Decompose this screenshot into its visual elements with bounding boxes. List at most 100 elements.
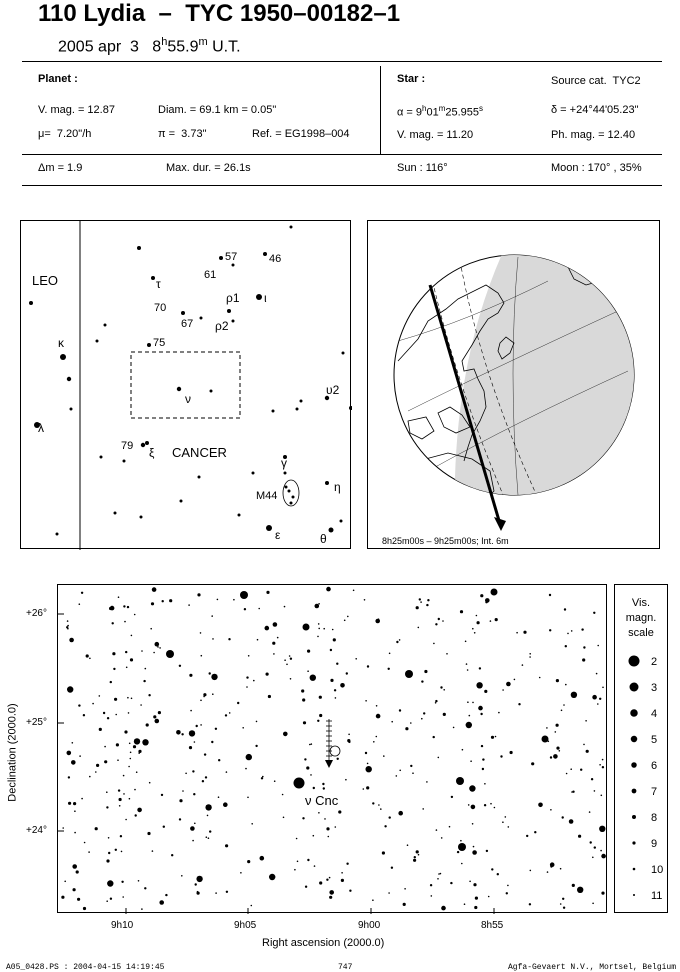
field-star — [162, 825, 165, 828]
field-star — [284, 659, 286, 661]
finder-star — [227, 309, 231, 313]
detail-star-chart-svg: ν Cnc — [58, 586, 606, 914]
field-star — [247, 655, 250, 657]
field-star — [133, 613, 136, 616]
ytick-label-25: +25° — [26, 717, 47, 728]
field-star — [107, 880, 114, 887]
field-star — [402, 902, 406, 906]
field-star — [437, 617, 440, 621]
field-star — [375, 618, 381, 624]
field-star — [104, 760, 108, 764]
field-star — [373, 741, 375, 743]
field-star — [538, 802, 543, 808]
field-star — [332, 638, 336, 642]
field-star — [67, 627, 69, 630]
field-star — [73, 802, 77, 806]
star-photographic-mag: Ph. mag. = 12.40 — [551, 129, 636, 141]
field-star — [478, 705, 483, 711]
field-star — [600, 849, 602, 852]
field-star — [259, 855, 265, 861]
field-star — [211, 673, 218, 681]
field-star — [134, 788, 136, 791]
field-star — [490, 802, 492, 805]
field-star — [461, 748, 464, 751]
finder-star — [122, 459, 126, 463]
field-star — [366, 762, 369, 765]
field-star — [559, 867, 562, 870]
field-star — [364, 751, 368, 755]
field-star — [585, 749, 589, 753]
field-star — [260, 777, 264, 780]
field-star — [199, 632, 202, 634]
field-star — [583, 646, 586, 649]
field-star — [485, 849, 489, 853]
field-star — [480, 594, 484, 598]
field-star — [375, 735, 378, 738]
field-star — [384, 825, 387, 828]
field-star — [132, 745, 137, 749]
field-star — [329, 895, 333, 899]
field-star — [531, 762, 535, 766]
page-title: 110 Lydia – TYC 1950–00182–1 — [38, 0, 401, 27]
field-star — [196, 875, 203, 883]
field-star — [467, 701, 469, 703]
y-axis-label: Declination (2000.0) — [6, 703, 19, 802]
field-star — [555, 723, 559, 727]
field-star — [98, 695, 101, 697]
field-star — [228, 712, 231, 714]
label-theta: θ — [320, 532, 327, 546]
field-star — [128, 797, 131, 800]
field-star — [109, 680, 112, 684]
label-m44: M44 — [256, 490, 277, 502]
field-star — [317, 635, 319, 638]
field-star — [212, 693, 214, 695]
field-star — [489, 620, 492, 622]
field-star — [88, 851, 90, 853]
finder-chart: LEO CANCER κ λ τ ρ1 ι ρ2 ν υ2 ξ γ η ε θ … — [20, 220, 353, 550]
finder-star — [324, 395, 330, 401]
field-star — [281, 793, 284, 796]
scale-dot-mag-2 — [628, 655, 640, 667]
finder-star — [29, 301, 33, 305]
field-star — [193, 793, 196, 796]
field-star — [264, 625, 270, 631]
field-star — [602, 686, 604, 689]
scale-dot-mag-3 — [629, 682, 639, 692]
label-61: 61 — [204, 269, 216, 281]
label-nu: ν — [185, 392, 191, 406]
field-star — [506, 681, 511, 687]
field-star — [417, 853, 420, 856]
field-star — [349, 889, 352, 892]
field-star — [582, 658, 586, 662]
field-star — [554, 731, 557, 733]
finder-star — [60, 354, 66, 360]
field-star — [190, 709, 192, 712]
field-star — [128, 742, 131, 745]
scale-mag-label: 8 — [651, 812, 657, 824]
field-star — [225, 890, 229, 893]
finder-star — [66, 376, 72, 382]
delta-magnitude: Δm = 1.9 — [38, 162, 83, 174]
field-star — [67, 686, 74, 693]
field-star — [322, 782, 325, 786]
field-star — [64, 880, 66, 883]
field-star — [330, 678, 334, 682]
field-star — [577, 886, 584, 893]
field-star — [465, 721, 472, 729]
field-star — [81, 797, 83, 800]
field-star — [310, 743, 313, 745]
field-star — [423, 712, 426, 715]
finder-star — [341, 351, 345, 355]
field-star — [71, 760, 76, 765]
finder-star — [283, 471, 287, 475]
field-star — [289, 678, 292, 680]
x-axis-label: Right ascension (2000.0) — [262, 937, 385, 949]
label-57: 57 — [225, 251, 237, 263]
field-star — [114, 848, 117, 851]
field-star — [314, 603, 320, 609]
finder-star — [231, 319, 235, 323]
field-star — [509, 750, 513, 755]
target-star-label: ν Cnc — [305, 793, 339, 808]
planet-motion: μ= 7.20"/h — [38, 128, 92, 140]
field-star — [89, 657, 91, 660]
